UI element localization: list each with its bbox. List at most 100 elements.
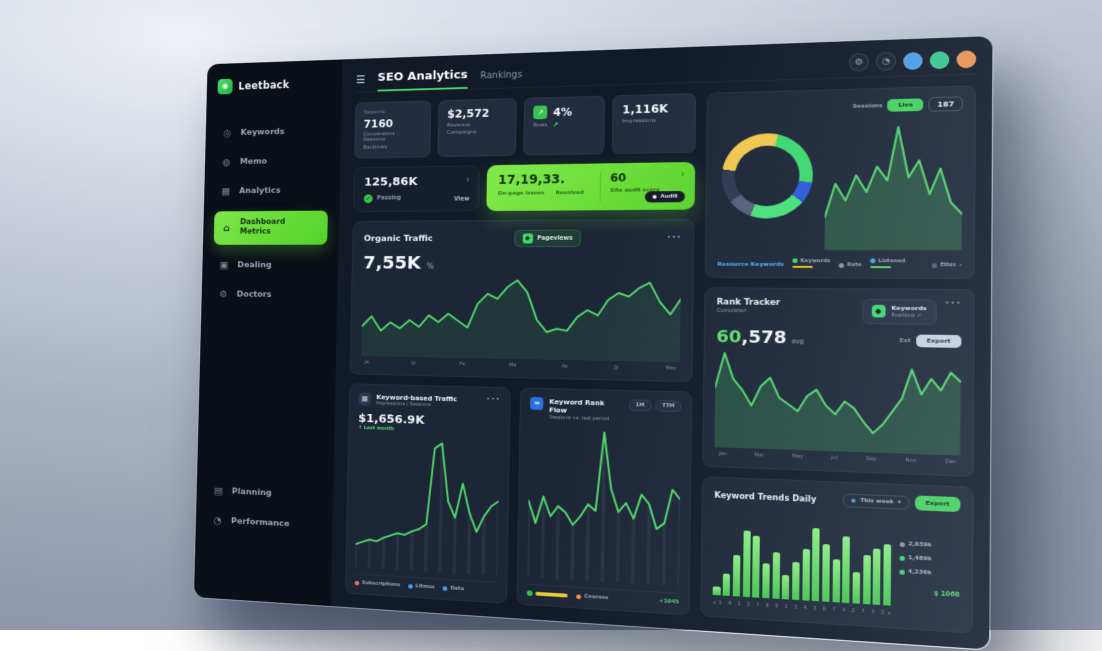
week-filter-dropdown[interactable]: This week ▾ [843, 493, 909, 509]
resource-keywords-link[interactable]: Resource Keywords [717, 261, 784, 268]
pageviews-badge[interactable]: ◆ Pageviews [514, 229, 581, 246]
live-pill[interactable]: Live [888, 98, 924, 111]
rank-tracker-card: Rank Tracker Cumulated ◆ Keywords Positi… [703, 287, 975, 477]
card-subtitle: Cumulated [717, 308, 780, 314]
user-icon: ◔ [212, 514, 224, 526]
sidebar-item-memo[interactable]: ◍ Memo [215, 147, 329, 176]
stat-line: Rows [533, 122, 547, 128]
card-title: Organic Traffic [364, 233, 433, 243]
audit-sub-1: On-page issues [498, 190, 545, 196]
content-grid: Sessions 7160 Conversions · Sessions Bac… [345, 85, 976, 633]
stat-card-impressions: 1,116K Impressions [612, 93, 696, 154]
legend-bar [792, 265, 813, 267]
audit-value: 17,19,33. [498, 171, 600, 187]
rank-tracker-chart [715, 347, 961, 456]
counter-badge[interactable]: 187 [929, 96, 963, 111]
traffic-footer-legend: Subscriptions Litmus Data [355, 574, 498, 594]
settings-icon[interactable]: ⚙ [849, 53, 869, 72]
export-button[interactable]: Export [915, 495, 961, 512]
legend-dot [408, 584, 413, 589]
sidebar-item-performance[interactable]: ◔ Performance [206, 506, 321, 539]
stat-card-rate: ↗ 4% Rows ↗ [523, 96, 605, 156]
avatar[interactable] [930, 51, 949, 69]
more-menu-icon[interactable]: ••• [667, 234, 682, 241]
dot-icon [653, 195, 657, 199]
sidebar-item-planning[interactable]: ▤ Planning [207, 477, 322, 509]
stat-card-revenue: $2,572 Revenue Campaigns [438, 98, 518, 157]
perspective-scene: ◉ Leetback ◎ Keywords ◍ Memo ▦ Analytics… [193, 35, 991, 648]
main-area: ☰ SEO Analytics Rankings ⚙ ◔ Sessions [331, 36, 992, 650]
notifications-icon[interactable]: ◔ [876, 52, 896, 71]
more-menu-icon[interactable]: ••• [945, 300, 962, 308]
chevron-right-icon[interactable]: › [888, 609, 891, 617]
status-label: Passing [377, 195, 401, 201]
keyword-traffic-chart [355, 432, 500, 576]
sidebar-item-label: Doctors [237, 289, 272, 299]
spark-icon: ◆ [871, 305, 885, 318]
stats-row: Sessions 7160 Conversions · Sessions Bac… [354, 93, 696, 158]
avatar[interactable] [957, 50, 977, 68]
growth-icon: ↗ [533, 105, 547, 119]
sidebar-footer: ▤ Planning ◔ Performance [205, 477, 322, 586]
stat-line: Revenue [447, 121, 507, 128]
export-button[interactable]: Export [916, 334, 962, 347]
legend-bar [870, 266, 891, 268]
sidebar-item-label-2: Metrics [240, 228, 286, 238]
audit-sub-2: Resolved [556, 190, 584, 196]
legend-dot [443, 586, 448, 591]
sidebar-item-dealing[interactable]: ▣ Dealing [213, 252, 327, 279]
chevron-right-icon[interactable]: › [681, 169, 685, 179]
legend-dot [932, 263, 937, 268]
bottom-row: ▦ Keyword-based Traffic Impressions / Se… [345, 383, 693, 616]
card-title: Keyword Rank Flow [549, 397, 623, 417]
range-pill-ttm[interactable]: TTM [655, 400, 682, 412]
legend-dot [839, 263, 844, 268]
view-link[interactable]: View [454, 196, 470, 202]
sidebar-item-label: Dealing [237, 260, 272, 270]
sidebar-item-label: Memo [240, 157, 267, 167]
hamburger-icon[interactable]: ☰ [356, 73, 366, 92]
passing-metric-card: 125,86K ✓ Passing › View [353, 165, 480, 212]
stat-value: 4% [553, 105, 572, 118]
stat-top-label: Sessions [364, 109, 422, 116]
trends-legend: 2,039k 1,489k 4,236k $ 1068 [899, 518, 960, 621]
range-pill-1m[interactable]: 1M [629, 399, 652, 411]
leetback-logo-icon: ◉ [217, 79, 232, 95]
sidebar-item-analytics[interactable]: ▦ Analytics [215, 176, 329, 204]
chart-icon: ▦ [220, 186, 232, 197]
home-icon: ⌂ [221, 222, 233, 233]
tab-seo-analytics[interactable]: SEO Analytics [377, 68, 467, 91]
stat-value: $2,572 [447, 106, 507, 120]
organic-value: 7,55K % [363, 251, 682, 273]
stat-value: 1,116K [622, 102, 686, 117]
stat-line: Campaigns [447, 129, 507, 136]
right-column: Sessions Live 187 Resource Keywords Keyw… [701, 85, 976, 633]
sidebar-item-dashboard-metrics[interactable]: ⌂ Dashboard Metrics [214, 211, 328, 245]
metric-value: 125,86K [364, 174, 469, 189]
more-menu-icon[interactable]: ••• [486, 395, 500, 403]
tab-rankings[interactable]: Rankings [480, 70, 522, 88]
topbar-actions: ⚙ ◔ [849, 49, 976, 77]
stat-line: Conversions · Sessions [363, 131, 422, 143]
legend-dot [899, 569, 904, 574]
organic-unit: % [427, 262, 434, 270]
audit-score: 60 [610, 170, 684, 184]
spark-icon: ◆ [522, 233, 532, 243]
topbar: ☰ SEO Analytics Rankings ⚙ ◔ [356, 49, 977, 93]
sidebar: ◉ Leetback ◎ Keywords ◍ Memo ▦ Analytics… [194, 59, 343, 606]
sidebar-item-label: Analytics [239, 186, 281, 196]
legend-dot [355, 580, 360, 585]
highlight-row: 125,86K ✓ Passing › View 17,19,33. [353, 161, 696, 211]
audit-button[interactable]: Audit [645, 190, 686, 202]
sidebar-item-label: Performance [231, 516, 290, 529]
sessions-donut-chart [722, 132, 814, 218]
sidebar-item-keywords[interactable]: ◎ Keywords [216, 117, 330, 146]
app-title: Leetback [238, 79, 289, 93]
sidebar-item-label: Planning [232, 487, 272, 498]
progress-bar [536, 592, 568, 598]
globe-icon: ◍ [221, 156, 233, 167]
keywords-chip[interactable]: ◆ Keywords Positions ↗ [862, 299, 937, 325]
chevron-right-icon[interactable]: › [466, 175, 470, 185]
sidebar-item-doctors[interactable]: ⚙ Doctors [212, 281, 326, 309]
avatar[interactable] [903, 52, 922, 70]
